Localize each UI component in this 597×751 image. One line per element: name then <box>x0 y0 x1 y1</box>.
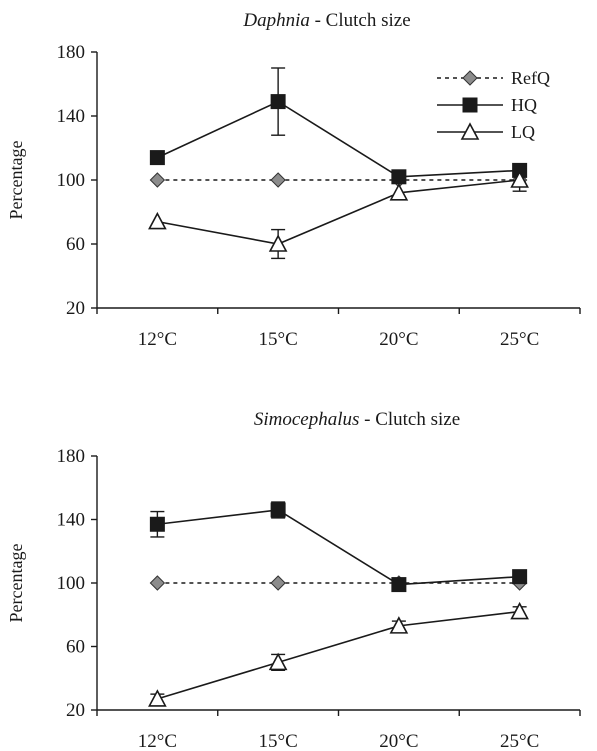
y-tick-label: 100 <box>57 170 86 191</box>
data-point <box>510 601 529 620</box>
y-axis-label: Percentage <box>6 544 26 623</box>
data-point <box>391 577 407 593</box>
chart-title: Simocephalus - Clutch size <box>254 409 460 430</box>
series-hq <box>149 67 528 185</box>
legend-marker <box>460 122 480 140</box>
series-lq <box>148 601 529 707</box>
legend-marker <box>462 70 478 86</box>
y-tick-label: 180 <box>57 446 86 467</box>
x-tick-label: 25°C <box>500 329 539 350</box>
data-point <box>270 94 286 110</box>
series-lq <box>148 168 529 260</box>
chart-title: Daphnia - Clutch size <box>242 10 410 31</box>
data-point <box>270 575 286 591</box>
data-point <box>389 616 409 634</box>
chart-daphnia-svg: Daphnia - Clutch size Percentage 20 60 100… <box>6 10 581 350</box>
x-tick-label: 20°C <box>379 329 418 350</box>
x-tick-label: 12°C <box>138 329 177 350</box>
data-point <box>270 172 286 188</box>
chart-title-rest: - Clutch size <box>310 10 411 31</box>
series-line <box>157 509 520 586</box>
data-point <box>148 689 167 707</box>
chart-title-rest: - Clutch size <box>359 409 460 430</box>
legend-label: HQ <box>511 95 537 115</box>
y-tick-label: 100 <box>57 573 86 594</box>
data-point <box>510 170 529 188</box>
legend-marker <box>462 97 478 113</box>
x-tick-label: 15°C <box>258 731 297 751</box>
y-tick-label: 60 <box>66 637 85 658</box>
series-line <box>157 179 520 245</box>
series-line <box>157 610 520 700</box>
data-point <box>148 211 167 230</box>
y-axis-label: Percentage <box>6 141 26 220</box>
x-tick-label: 25°C <box>500 731 539 751</box>
data-point <box>268 234 288 252</box>
data-point <box>149 172 166 188</box>
x-tick-label: 20°C <box>379 731 418 751</box>
data-point <box>149 516 165 532</box>
data-point <box>149 150 165 166</box>
legend-label: RefQ <box>511 68 550 88</box>
data-point <box>268 652 288 671</box>
y-tick-label: 140 <box>57 510 86 531</box>
chart-daphnia: Daphnia - Clutch size Percentage 20 60 100… <box>0 0 597 370</box>
series-refq <box>149 575 528 591</box>
chart-title-italic: Daphnia <box>242 10 310 31</box>
x-tick-label: 15°C <box>258 329 297 350</box>
x-tick-label: 12°C <box>138 731 177 751</box>
series-line <box>157 100 520 178</box>
data-point <box>391 169 407 185</box>
y-tick-label: 20 <box>66 298 85 319</box>
y-tick-label: 20 <box>66 700 85 721</box>
data-point <box>512 569 528 585</box>
chart-simocephalus: Simocephalus - Clutch size Percentage 20… <box>0 380 597 751</box>
y-tick-label: 140 <box>57 106 86 127</box>
data-point <box>149 575 166 591</box>
legend-label: LQ <box>511 122 535 142</box>
data-point <box>389 183 409 201</box>
y-tick-label: 60 <box>66 234 85 255</box>
chart-simocephalus-svg: Simocephalus - Clutch size Percentage 20… <box>6 409 581 751</box>
series-hq <box>149 501 528 593</box>
chart-title-italic: Simocephalus <box>254 409 360 430</box>
y-tick-label: 180 <box>57 42 86 63</box>
data-point <box>270 502 286 518</box>
